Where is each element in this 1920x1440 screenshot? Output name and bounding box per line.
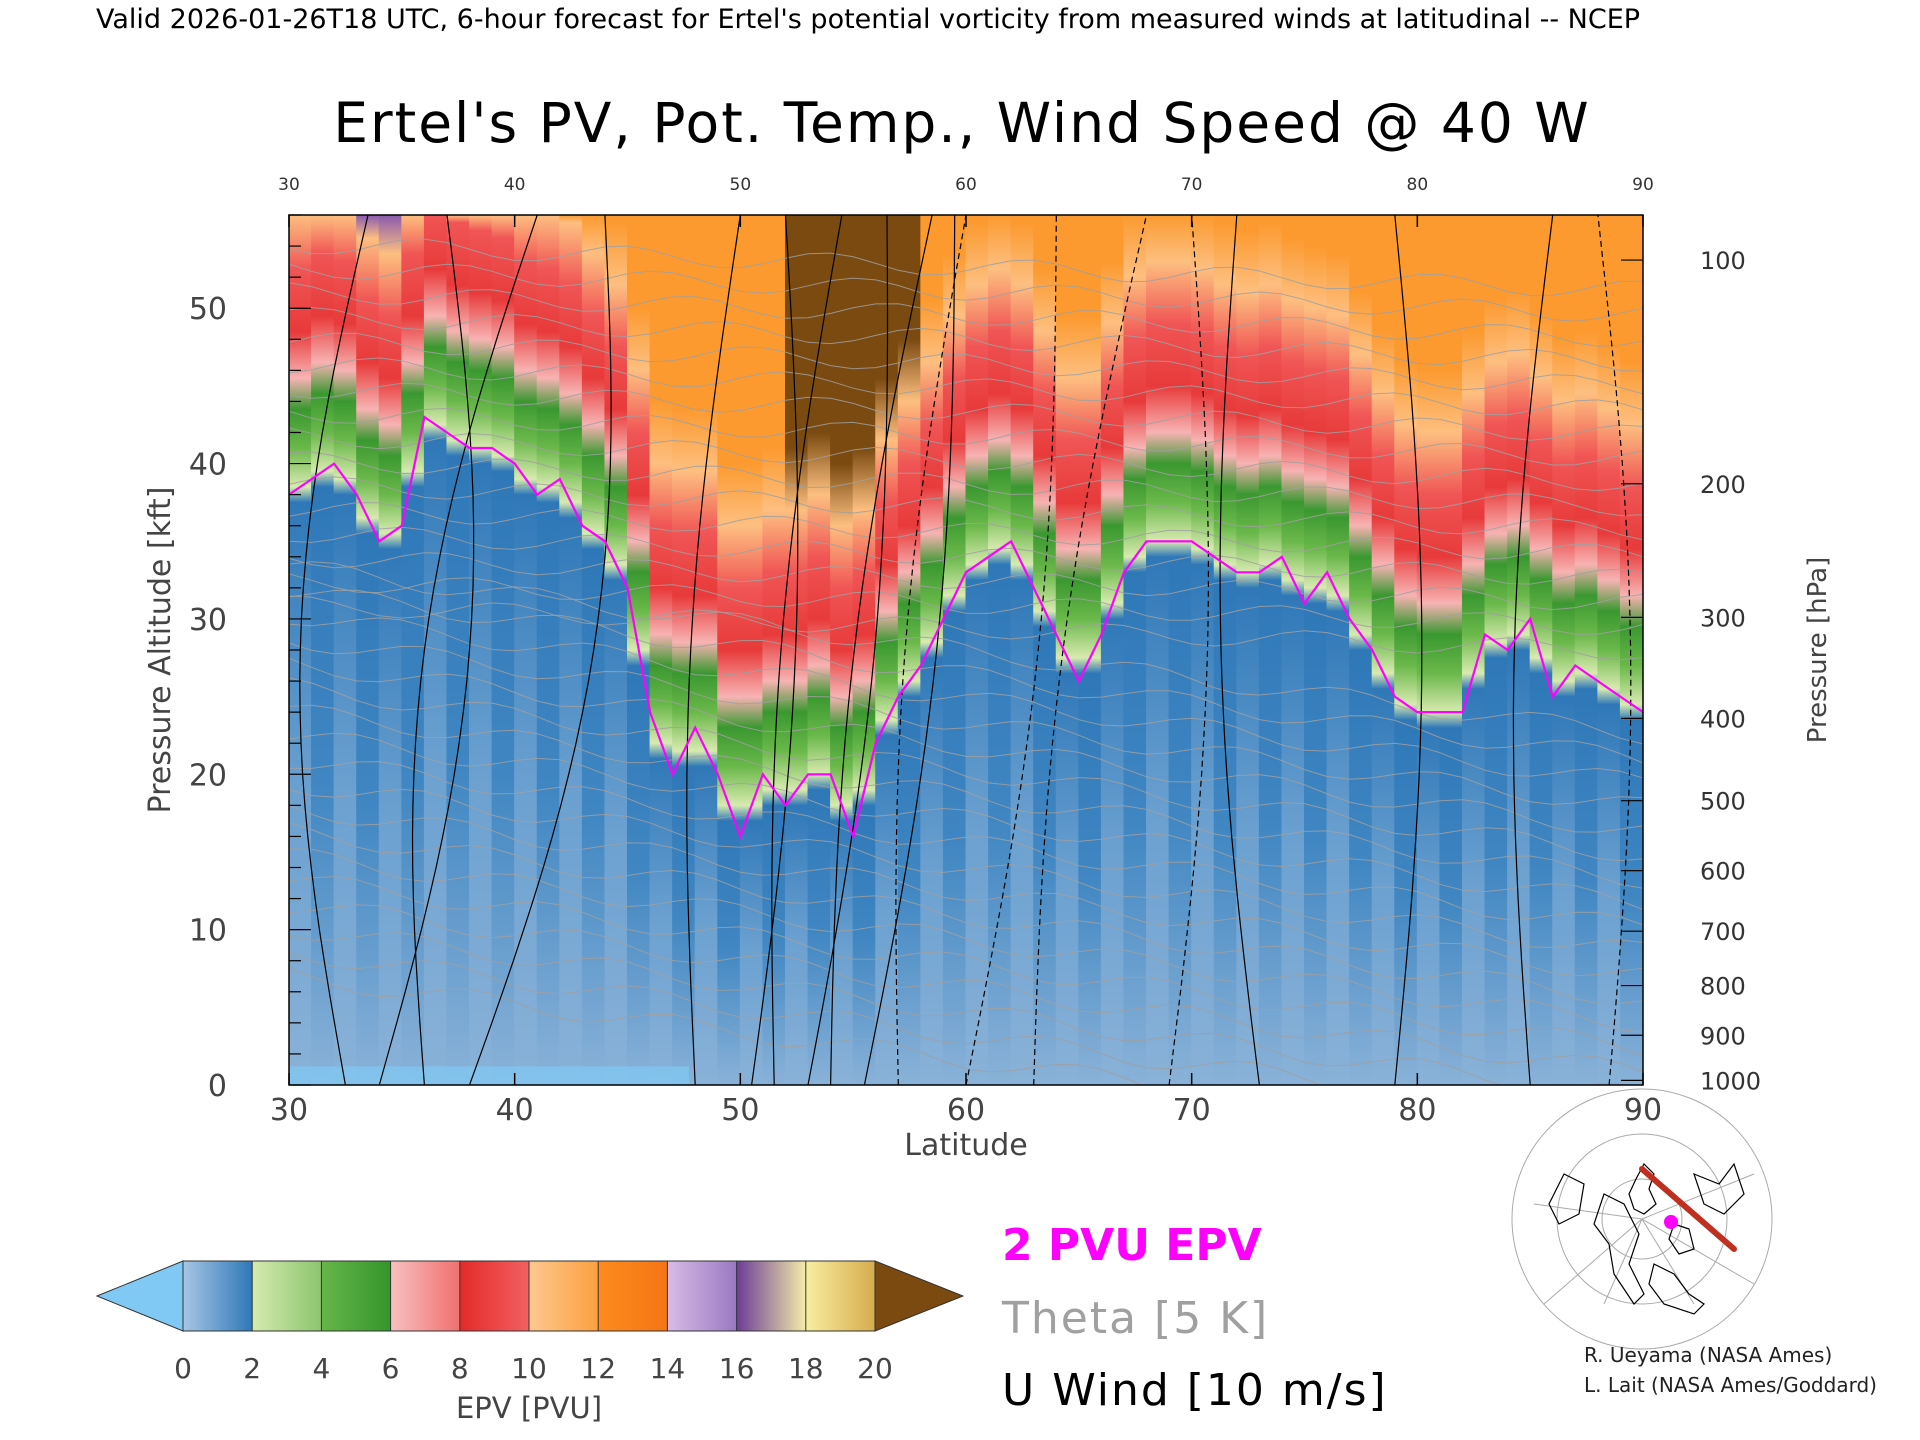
tropopause-2pvu-line <box>289 415 1643 841</box>
wind-contours <box>299 215 1632 1085</box>
y-right-tick-label: 100 <box>1700 247 1746 275</box>
y-left-tick-label: 40 <box>189 448 227 483</box>
colorbar-tick-label: 8 <box>451 1352 469 1385</box>
map-track-line <box>1639 1166 1737 1252</box>
x-top-tick-label: 70 <box>1181 175 1203 195</box>
colorbar-tick-label: 2 <box>243 1352 261 1385</box>
y-axis-right-label: Pressure [hPa] <box>1803 557 1833 744</box>
colorbar-tick-label: 10 <box>511 1352 547 1385</box>
x-top-tick-label: 80 <box>1407 175 1429 195</box>
y-right-tick-label: 900 <box>1700 1022 1746 1050</box>
map-marker <box>1664 1215 1678 1229</box>
colorbar-label: EPV [PVU] <box>456 1391 602 1425</box>
x-top-tick-label: 50 <box>730 175 752 195</box>
y-right-tick-label: 300 <box>1700 604 1746 632</box>
x-top-tick-label: 60 <box>955 175 977 195</box>
epv-field <box>289 215 1643 1085</box>
x-tick-label: 40 <box>496 1093 534 1128</box>
legend-item-theta: Theta [5 K] <box>1001 1293 1269 1344</box>
credit-line-1: R. Ueyama (NASA Ames) <box>1584 1343 1832 1367</box>
x-tick-label: 70 <box>1173 1093 1211 1128</box>
valid-time-header: Valid 2026-01-26T18 UTC, 6-hour forecast… <box>96 4 1640 35</box>
y-left-tick-label: 50 <box>189 292 227 327</box>
legend: 2 PVU EPV Theta [5 K] U Wind [10 m/s] <box>1001 1220 1388 1416</box>
y-left-tick-label: 10 <box>189 914 227 949</box>
epv-colorbar: 0 2 4 6 8 10 12 14 16 18 20 EPV [PVU] <box>95 1260 965 1425</box>
colorbar-tick-label: 20 <box>857 1352 893 1385</box>
y-right-tick-label: 1000 <box>1700 1067 1761 1095</box>
map-coastlines <box>1548 1162 1745 1315</box>
map-graticule <box>1511 1088 1773 1350</box>
colorbar-tick-label: 4 <box>312 1352 330 1385</box>
y-left-tick-label: 20 <box>189 758 227 793</box>
x-tick-label: 30 <box>270 1093 308 1128</box>
chart-title: Ertel's PV, Pot. Temp., Wind Speed @ 40 … <box>333 91 1590 155</box>
y-left-tick-label: 30 <box>189 603 227 638</box>
colorbar-tick-label: 16 <box>719 1352 755 1385</box>
legend-item-tropopause: 2 PVU EPV <box>1002 1220 1262 1271</box>
x-tick-label: 90 <box>1624 1093 1662 1128</box>
colorbar-tick-label: 0 <box>174 1352 192 1385</box>
x-top-tick-label: 90 <box>1632 175 1654 195</box>
x-axis-label: Latitude <box>904 1128 1027 1163</box>
colorbar-tick-label: 14 <box>650 1352 686 1385</box>
x-tick-label: 80 <box>1398 1093 1436 1128</box>
y-right-tick-label: 600 <box>1700 858 1746 886</box>
y-right-tick-label: 800 <box>1700 973 1746 1001</box>
colorbar-over-arrow <box>874 1260 965 1332</box>
y-axis-left: 0 10 20 30 40 50 <box>189 214 311 1104</box>
y-right-tick-label: 400 <box>1700 705 1746 733</box>
x-tick-label: 50 <box>721 1093 759 1128</box>
colorbar-tick-label: 6 <box>382 1352 400 1385</box>
colorbar-under-arrow <box>95 1260 184 1332</box>
x-tick-label: 60 <box>947 1093 985 1128</box>
y-axis-left-label: Pressure Altitude [kft] <box>143 487 178 814</box>
legend-item-wind: U Wind [10 m/s] <box>1002 1365 1388 1416</box>
y-right-tick-label: 700 <box>1700 918 1746 946</box>
y-left-tick-label: 0 <box>208 1069 227 1104</box>
credit-line-2: L. Lait (NASA Ames/Goddard) <box>1584 1373 1877 1397</box>
y-right-tick-label: 500 <box>1700 788 1746 816</box>
y-axis-right: 100 200 300 400 500 600 700 800 900 1000 <box>1621 247 1761 1095</box>
y-right-tick-label: 200 <box>1700 471 1746 499</box>
inset-map <box>1511 1088 1773 1350</box>
x-axis: 30 40 50 60 70 80 90 <box>270 1073 1662 1128</box>
colorbar-tick-label: 18 <box>788 1352 824 1385</box>
x-top-tick-label: 30 <box>278 175 300 195</box>
x-top-tick-label: 40 <box>504 175 526 195</box>
x-axis-top: 30 40 50 60 70 80 90 <box>278 175 1654 227</box>
colorbar-tick-label: 12 <box>580 1352 616 1385</box>
theta-contours <box>289 238 1643 1085</box>
